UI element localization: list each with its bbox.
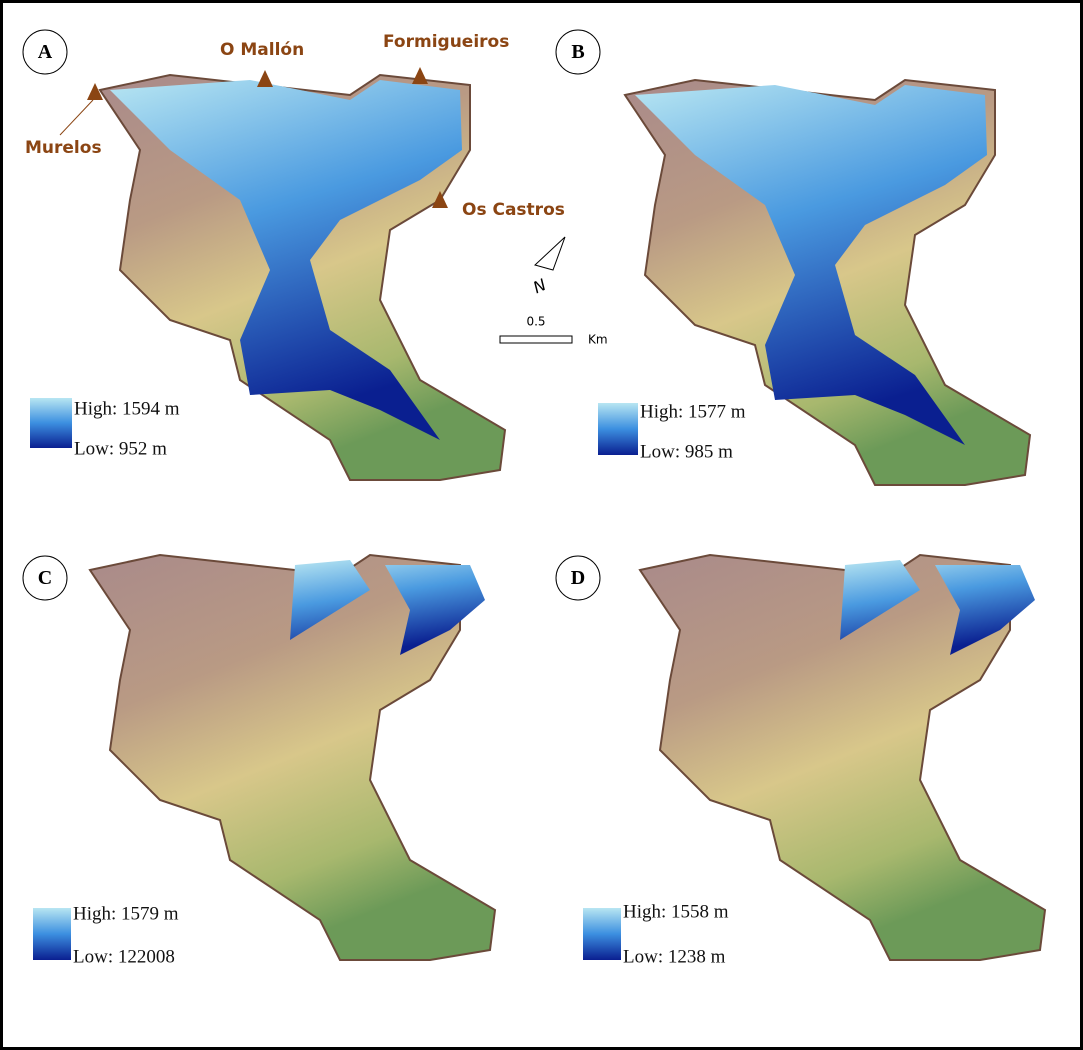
place-name: Murelos xyxy=(25,138,102,158)
legend-high: High: 1558 m xyxy=(623,901,729,922)
place-name: O Mallón xyxy=(220,40,304,60)
legend-high: High: 1577 m xyxy=(640,401,746,422)
north-arrow xyxy=(535,237,565,270)
panel-c-map xyxy=(90,555,495,960)
north-label: N xyxy=(530,275,549,297)
legend-ramp xyxy=(33,908,71,960)
legend-ramp xyxy=(30,398,72,448)
legend-high: High: 1594 m xyxy=(74,398,180,419)
legend-high: High: 1579 m xyxy=(73,903,179,924)
leader-line xyxy=(60,100,93,135)
legend-ramp xyxy=(598,403,638,455)
scale-bar xyxy=(500,336,572,343)
panel-letter: B xyxy=(571,41,584,63)
scale-unit: Km xyxy=(588,333,608,347)
place-name: Formigueiros xyxy=(383,32,509,52)
panel-letter: D xyxy=(571,567,585,589)
peak-marker xyxy=(257,70,273,87)
legend-low: Low: 985 m xyxy=(640,441,733,462)
panel-letter: C xyxy=(38,567,52,589)
place-name: Os Castros xyxy=(462,200,565,220)
panel-b-map xyxy=(625,80,1030,485)
figure: A B C D High: 1594 m Low: 952 m High: 15… xyxy=(0,0,1083,1050)
legend-low: Low: 122008 xyxy=(73,946,175,967)
legend-low: Low: 1238 m xyxy=(623,946,726,967)
legend-low: Low: 952 m xyxy=(74,438,167,459)
peak-marker xyxy=(412,67,428,84)
scale-value: 0.5 xyxy=(526,315,545,329)
panel-d-map xyxy=(640,555,1045,960)
legend-ramp xyxy=(583,908,621,960)
panel-letter: A xyxy=(38,41,53,63)
